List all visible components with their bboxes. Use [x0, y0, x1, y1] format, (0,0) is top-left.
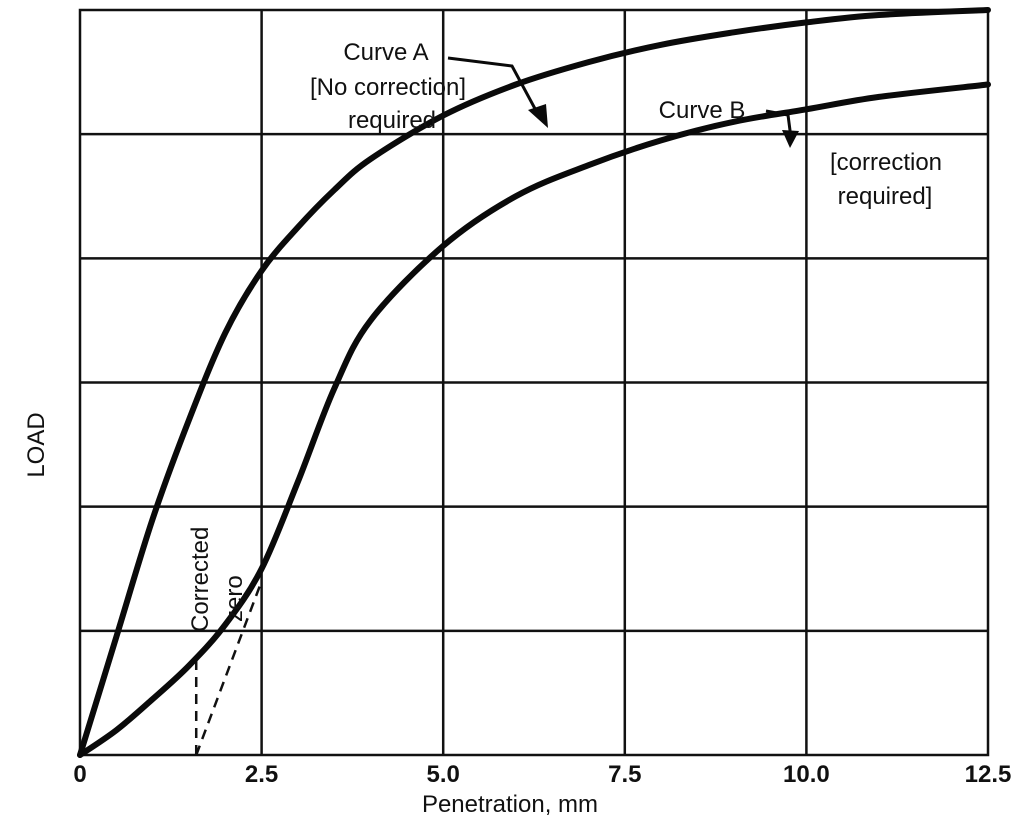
curves — [77, 7, 991, 758]
corrected-zero-label: Corrected — [187, 527, 214, 632]
grid — [78, 8, 990, 757]
y-axis-label: LOAD — [23, 412, 50, 477]
curve-a-label-line3: required — [348, 107, 436, 134]
curve-a-annotation: Curve A [No correction] required — [310, 39, 548, 134]
curve-b-label: Curve B — [659, 97, 746, 124]
curve-b-note-line1: [correction — [830, 149, 942, 176]
x-tick-label: 0 — [73, 761, 86, 788]
curve-b-line — [77, 81, 991, 758]
x-tick-label: 2.5 — [245, 761, 278, 788]
curve-a-line — [77, 7, 991, 758]
corrected-zero-annotation: Corrected zero — [187, 527, 248, 632]
corrected-zero-construction — [194, 580, 263, 756]
corrected-zero-tangent — [195, 580, 263, 756]
corrected-zero-label-line2: zero — [221, 575, 248, 622]
x-tick-labels: 0 2.5 5.0 7.5 10.0 12.5 — [73, 761, 1011, 788]
curve-b-note-line2: required] — [838, 183, 933, 210]
curve-a-arrow — [447, 56, 542, 119]
x-tick-label: 10.0 — [783, 761, 830, 788]
x-tick-label: 5.0 — [427, 761, 460, 788]
curve-a-label-line2: [No correction] — [310, 74, 466, 101]
x-tick-label: 12.5 — [965, 761, 1012, 788]
curve-b-arrowhead — [782, 130, 799, 148]
curve-a-arrowhead — [528, 104, 548, 128]
curve-b-annotation: Curve B [correction required] — [659, 97, 942, 210]
curve-a-label: Curve A — [343, 39, 428, 66]
x-axis-label: Penetration, mm — [422, 791, 598, 818]
curve-b-arrow — [765, 109, 793, 139]
x-tick-label: 7.5 — [608, 761, 641, 788]
